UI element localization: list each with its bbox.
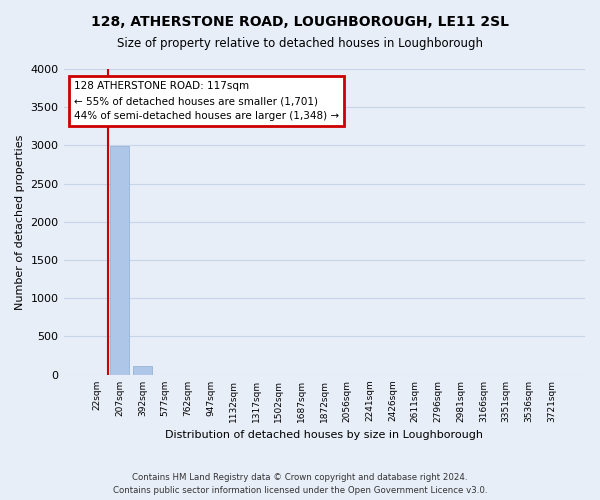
X-axis label: Distribution of detached houses by size in Loughborough: Distribution of detached houses by size … [165,430,483,440]
Bar [110,146,130,374]
Text: 128, ATHERSTONE ROAD, LOUGHBOROUGH, LE11 2SL: 128, ATHERSTONE ROAD, LOUGHBOROUGH, LE11… [91,15,509,29]
Text: 128 ATHERSTONE ROAD: 117sqm
← 55% of detached houses are smaller (1,701)
44% of : 128 ATHERSTONE ROAD: 117sqm ← 55% of det… [74,81,339,121]
Y-axis label: Number of detached properties: Number of detached properties [15,134,25,310]
Bar [133,366,152,374]
Text: Contains HM Land Registry data © Crown copyright and database right 2024.
Contai: Contains HM Land Registry data © Crown c… [113,473,487,495]
Text: Size of property relative to detached houses in Loughborough: Size of property relative to detached ho… [117,38,483,51]
